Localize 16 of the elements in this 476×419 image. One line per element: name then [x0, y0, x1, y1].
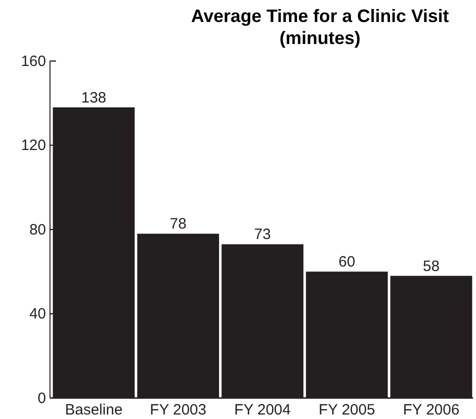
x-tick-label: FY 2005: [318, 402, 376, 418]
data-label: 138: [81, 89, 106, 106]
y-tick-label: 0: [38, 390, 46, 407]
data-label: 58: [422, 258, 440, 275]
data-label: 78: [170, 216, 186, 233]
data-label: 60: [338, 254, 356, 271]
y-tick-label: 80: [29, 221, 46, 238]
x-tick-label: FY 2003: [150, 402, 206, 418]
y-tick-label: 160: [20, 52, 46, 70]
y-tick-label: 40: [29, 306, 46, 323]
data-label: 73: [254, 226, 271, 244]
x-tick-label: FY 2006: [403, 402, 460, 418]
chart-title: Average Time for a Clinic Visit (minutes): [191, 6, 449, 48]
x-tick-label: FY 2004: [234, 402, 291, 418]
y-tick-label: 120: [20, 137, 46, 154]
x-tick-label: Baseline: [64, 402, 123, 418]
